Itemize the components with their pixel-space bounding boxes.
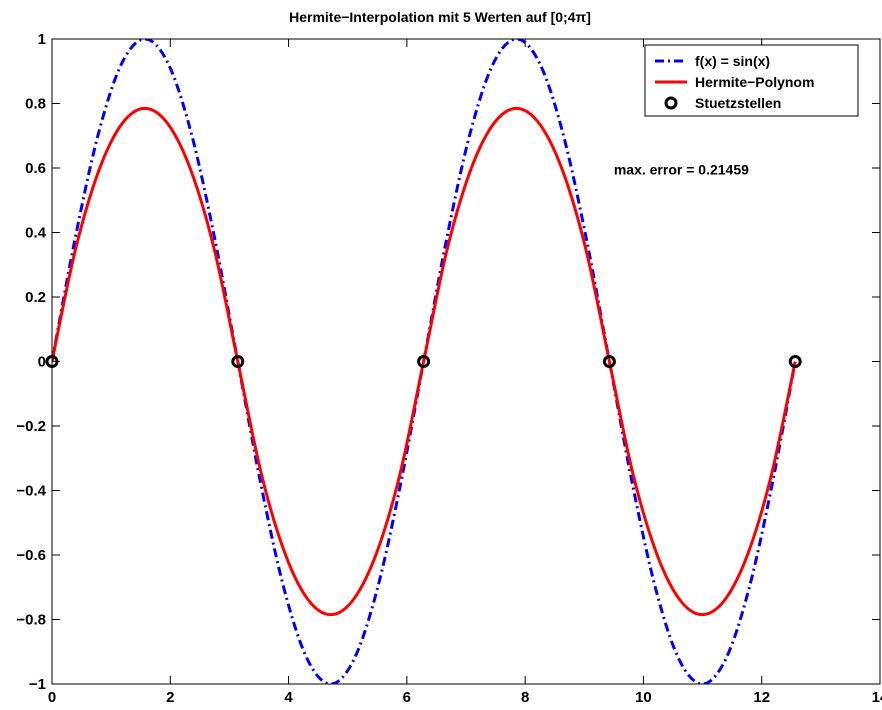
x-tick-label: 0	[48, 689, 56, 706]
legend-swatch-stuetzstellen	[664, 96, 678, 110]
legend-label-hermite: Hermite−Polynom	[695, 74, 814, 90]
hermite-polynom-curve	[52, 106, 797, 617]
x-tick-label: 14	[872, 689, 882, 706]
y-tick-label: −0.8	[16, 612, 46, 629]
chart-title: Hermite−Interpolation mit 5 Werten auf […	[289, 9, 591, 25]
stuetzstelle-marker	[231, 355, 245, 368]
plot-frame	[51, 38, 881, 685]
y-tick-label: 0.4	[25, 225, 47, 242]
stuetzstelle-marker	[788, 355, 802, 368]
x-tick-label: 2	[166, 689, 174, 706]
legend-label-sin: f(x) = sin(x)	[695, 53, 770, 69]
legend-label-stuetzstellen: Stuetzstellen	[695, 95, 781, 111]
y-tick-label: 0.8	[25, 96, 46, 113]
y-tick-label: −0.6	[16, 547, 46, 564]
x-axis-ticks: 0 2 4 6 8 10 12 14	[48, 39, 882, 706]
annotation-layer: max. error = 0.21459	[614, 161, 749, 177]
x-tick-label: 6	[403, 689, 411, 706]
y-tick-label: 0	[38, 354, 46, 371]
y-tick-label: 0.2	[25, 289, 46, 306]
x-tick-label: 4	[284, 689, 293, 706]
y-tick-label: −0.2	[16, 418, 46, 435]
x-tick-label: 10	[635, 689, 652, 706]
stuetzstelle-marker	[602, 355, 616, 368]
legend: f(x) = sin(x) Hermite−Polynom Stuetzstel…	[644, 44, 859, 117]
series-layer	[52, 39, 797, 684]
y-tick-label: −1	[29, 676, 46, 693]
y-tick-label: −0.4	[16, 483, 46, 500]
y-axis-ticks: −1 −0.8 −0.6 −0.4 −0.2 0 0.2 0.4 0.6 0.8 1	[16, 31, 880, 693]
x-tick-label: 8	[521, 689, 529, 706]
max-error-annotation: max. error = 0.21459	[614, 161, 749, 177]
y-tick-label: 0.6	[25, 160, 46, 177]
y-tick-label: 1	[38, 31, 46, 48]
stuetzstelle-marker	[417, 355, 431, 368]
sin-curve	[52, 39, 797, 684]
x-tick-label: 12	[753, 689, 770, 706]
